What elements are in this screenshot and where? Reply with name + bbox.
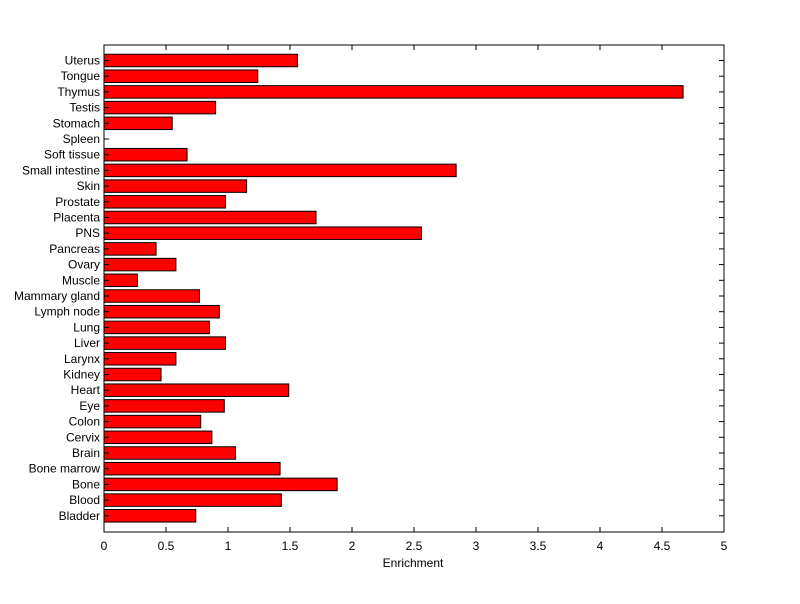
bar (103, 226, 422, 240)
y-tick-label: Mammary gland (14, 289, 100, 303)
y-tick-label: PNS (75, 226, 100, 240)
y-tick-label: Soft tissue (44, 148, 100, 162)
bar (103, 461, 281, 476)
bar (103, 116, 173, 131)
bar (103, 383, 290, 397)
y-tick-label: Heart (71, 383, 101, 397)
x-axis-label: Enrichment (383, 556, 444, 570)
y-tick-label: Bone (72, 477, 100, 491)
y-tick-label: Prostate (55, 195, 100, 209)
bar (103, 304, 220, 319)
bar (103, 367, 162, 382)
x-tick-label: 1.5 (282, 539, 299, 553)
x-tick-label: 4.5 (654, 539, 671, 553)
y-tick-label: Bone marrow (29, 462, 101, 476)
x-tick-label: 1 (225, 539, 232, 553)
y-tick-label: Skin (77, 179, 100, 193)
y-tick-label: Lung (73, 320, 100, 334)
y-tick-label: Placenta (53, 211, 100, 225)
bar (103, 320, 210, 335)
y-tick-label: Bladder (59, 509, 100, 523)
y-tick-label: Kidney (63, 368, 100, 382)
bar (103, 100, 217, 115)
y-tick-label: Uterus (65, 54, 100, 68)
y-tick-label: Tongue (61, 69, 101, 83)
bar (103, 210, 317, 225)
bar (103, 493, 282, 507)
y-tick-label: Cervix (66, 430, 100, 444)
y-tick-label: Eye (79, 399, 100, 413)
y-tick-label: Thymus (57, 85, 100, 99)
bar (103, 509, 197, 523)
bar (103, 195, 227, 209)
bar (103, 69, 259, 83)
bar (103, 179, 248, 193)
y-tick-label: Brain (72, 446, 100, 460)
plot-area-frame (103, 44, 725, 533)
bar (103, 257, 177, 272)
y-tick-label: Stomach (53, 116, 100, 130)
bar (103, 147, 188, 162)
x-tick-label: 0 (101, 539, 108, 553)
x-tick-label: 5 (721, 539, 728, 553)
y-tick-label: Testis (69, 101, 100, 115)
y-tick-label: Pancreas (49, 242, 100, 256)
y-tick-label: Blood (69, 493, 100, 507)
bar (103, 446, 236, 460)
x-tick-label: 4 (597, 539, 604, 553)
bar (103, 289, 200, 303)
bar (103, 430, 213, 445)
ticks-group (103, 45, 725, 532)
x-tick-label: 2 (349, 539, 356, 553)
y-tick-label: Spleen (63, 132, 100, 146)
y-tick-label: Colon (69, 415, 100, 429)
y-tick-label: Liver (74, 336, 100, 350)
y-tick-label: Lymph node (34, 305, 100, 319)
y-tick-label: Ovary (68, 258, 100, 272)
bar (103, 163, 457, 178)
bar (103, 242, 157, 256)
y-tick-label: Muscle (62, 273, 100, 287)
x-tick-label: 3 (473, 539, 480, 553)
bar (103, 352, 177, 366)
bar (103, 414, 202, 429)
bar (103, 53, 298, 68)
bar (103, 336, 227, 350)
y-tick-label: Small intestine (22, 163, 100, 177)
bar (103, 399, 225, 413)
x-tick-label: 0.5 (158, 539, 175, 553)
x-tick-label: 2.5 (406, 539, 423, 553)
bar (103, 85, 684, 99)
bar (103, 477, 338, 492)
y-tick-label: Larynx (64, 352, 100, 366)
bar (103, 273, 138, 288)
x-tick-label: 3.5 (530, 539, 547, 553)
